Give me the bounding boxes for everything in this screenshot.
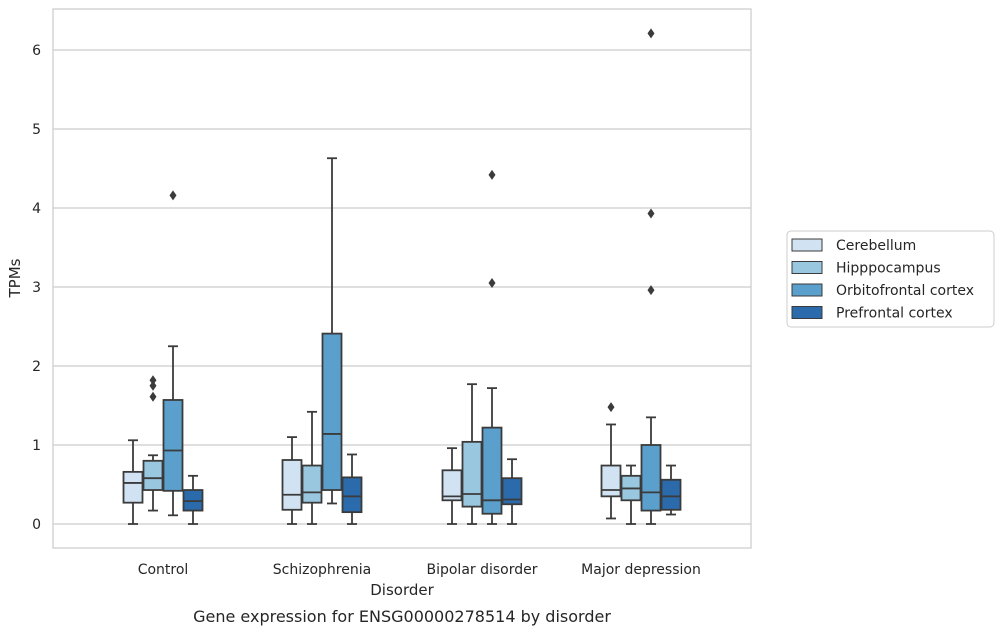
box-cerebellum <box>281 436 303 525</box>
legend-swatch <box>791 306 823 319</box>
box-iqr <box>321 332 343 491</box>
outlier-point <box>607 402 615 413</box>
y-tick-label: 6 <box>32 43 41 59</box>
box-orbitofrontal-cortex <box>321 157 343 505</box>
y-tick-label: 5 <box>32 122 41 138</box>
legend-label: Orbitofrontal cortex <box>836 283 974 299</box>
chart-caption: Gene expression for ENSG00000278514 by d… <box>193 607 611 626</box>
box-iqr <box>301 464 323 504</box>
box-prefrontal-cortex <box>182 474 204 525</box>
outlier-point <box>149 380 157 391</box>
legend-swatch <box>791 283 823 297</box>
y-tick-label: 4 <box>32 201 41 217</box>
outlier-point <box>647 208 655 219</box>
legend-swatch <box>791 238 823 252</box>
box-iqr <box>162 399 184 492</box>
box-cerebellum <box>441 447 463 525</box>
box-hipppocampus <box>142 375 164 512</box>
outlier-point <box>647 285 655 296</box>
legend-label: Prefrontal cortex <box>836 306 953 322</box>
legend-frame <box>786 230 995 328</box>
outlier-point <box>149 391 157 402</box>
box-iqr <box>481 426 503 515</box>
box-orbitofrontal-cortex <box>162 190 184 517</box>
box-hipppocampus <box>461 383 483 525</box>
x-axis-title: Disorder <box>370 581 434 599</box>
y-tick-label: 0 <box>32 517 41 533</box>
outlier-point <box>488 278 496 289</box>
y-tick-label: 1 <box>32 438 41 454</box>
box-prefrontal-cortex <box>501 458 523 525</box>
box-prefrontal-cortex <box>660 464 682 516</box>
box-iqr <box>640 444 662 512</box>
box-series <box>122 28 682 525</box>
box-iqr <box>660 478 682 511</box>
box-hipppocampus <box>620 464 642 525</box>
box-prefrontal-cortex <box>341 453 363 525</box>
box-iqr <box>501 477 523 506</box>
y-axis-title: TPMs <box>6 258 24 298</box>
box-iqr <box>600 464 622 498</box>
x-tick-label: Major depression <box>581 562 701 578</box>
outlier-point <box>647 28 655 39</box>
box-iqr <box>142 459 164 491</box>
outlier-point <box>169 190 177 201</box>
box-orbitofrontal-cortex <box>640 28 662 525</box>
box-iqr <box>341 476 363 514</box>
legend-swatch <box>791 261 823 274</box>
y-tick-label: 2 <box>32 359 41 375</box>
plot-frame <box>52 8 752 549</box>
x-tick-label: Bipolar disorder <box>426 562 537 578</box>
outlier-point <box>488 169 496 180</box>
box-hipppocampus <box>301 410 323 525</box>
box-cerebellum <box>600 402 622 520</box>
legend: Cerebellum Hipppocampus Orbitofrontal cort… <box>786 230 995 328</box>
box-iqr <box>122 470 144 504</box>
x-tick-label: Control <box>138 562 189 578</box>
box-iqr <box>441 469 463 502</box>
legend-label: Hipppocampus <box>836 261 941 277</box>
x-tick-labels: Control Schizophrenia Bipolar disorder Majo… <box>138 562 701 578</box>
legend-label: Cerebellum <box>836 238 916 254</box>
box-iqr <box>461 440 483 508</box>
box-orbitofrontal-cortex <box>481 169 503 525</box>
y-tick-label: 3 <box>32 280 41 296</box>
box-cerebellum <box>122 439 144 525</box>
box-iqr <box>281 459 303 511</box>
x-tick-label: Schizophrenia <box>273 562 371 578</box>
outlier-point <box>149 375 157 386</box>
y-tick-labels: 0 1 2 3 4 5 6 <box>32 43 41 533</box>
